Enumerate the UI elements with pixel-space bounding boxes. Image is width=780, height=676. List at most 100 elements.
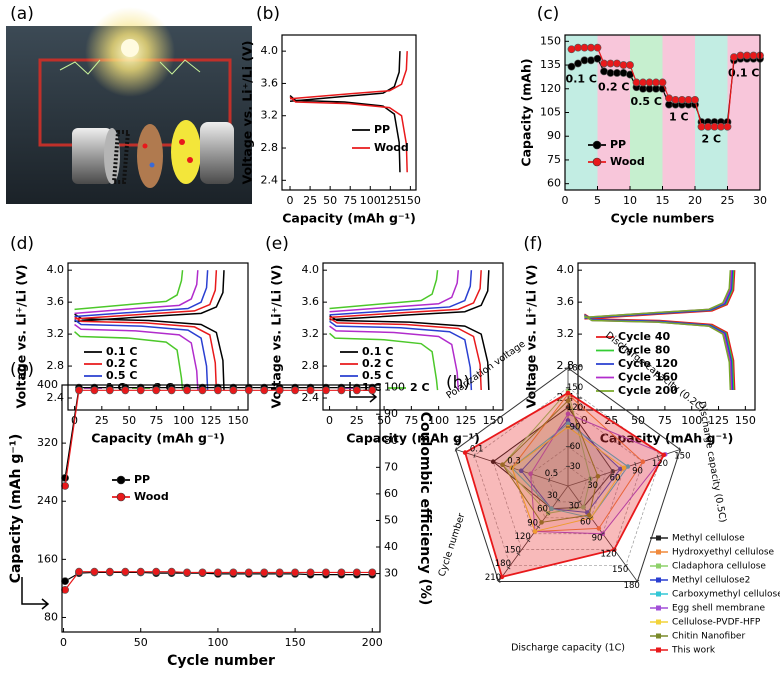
rate-label: 0.1 C (728, 66, 759, 79)
data-point (322, 386, 330, 395)
data-point (90, 386, 99, 395)
radar-axis-label: Discharge capacity (1C) (511, 643, 625, 654)
x-tick-label: 50 (122, 414, 136, 427)
radar-tick-label: 30 (568, 502, 579, 512)
panel-label: (b) (256, 4, 280, 24)
x-tick-label: 0 (60, 636, 67, 649)
wood-separator (137, 124, 163, 188)
data-point (105, 567, 114, 576)
y-tick-label: 2.4 (302, 391, 320, 404)
y-tick-label: 3.2 (302, 327, 320, 340)
legend-label: Egg shell membrane (672, 604, 765, 614)
legend-marker (656, 549, 661, 555)
radar-point (490, 459, 496, 464)
data-point (645, 78, 654, 87)
y2-tick-label: 80 (384, 434, 398, 447)
data-point (665, 94, 673, 103)
charge-curve (289, 51, 401, 102)
data-point (260, 568, 269, 577)
legend-label: Cladaphora cellulose (672, 562, 766, 572)
x-tick-label: 200 (362, 636, 383, 649)
data-point (260, 386, 269, 395)
y2-tick-label: 90 (384, 407, 398, 420)
data-point (632, 78, 641, 87)
data-point (152, 386, 161, 395)
x-tick-label: 75 (149, 414, 163, 427)
y-tick-label: 240 (37, 494, 58, 507)
data-point (593, 43, 602, 52)
data-point (600, 67, 608, 76)
data-point (75, 567, 83, 576)
x-tick-label: 20 (688, 194, 702, 207)
data-point (671, 95, 680, 104)
x-tick-label: 25 (95, 414, 109, 427)
y2-tick-label: 70 (384, 460, 398, 473)
legend-marker (656, 591, 661, 597)
radar-point (462, 450, 468, 455)
radar-tick-label: 0.1 (470, 444, 484, 454)
data-point (691, 95, 699, 104)
legend-marker (656, 535, 661, 541)
data-point (275, 386, 284, 395)
y-tick-label: 3.6 (47, 295, 65, 308)
steel-case (72, 128, 112, 184)
y-tick-label: 2.4 (47, 391, 65, 404)
radar-tick (526, 538, 531, 543)
charge-curve (584, 270, 732, 319)
radar-series (464, 391, 665, 578)
radar-point (532, 529, 538, 534)
data-point (167, 567, 176, 576)
x-tick-label: 50 (134, 636, 148, 649)
y-tick-label: 135 (540, 58, 561, 71)
radar-tick (577, 500, 582, 504)
radar-tick (656, 454, 659, 459)
discharge-curve (329, 317, 482, 391)
data-point (337, 568, 346, 577)
data-point (306, 568, 315, 577)
panel-label: (e) (265, 234, 289, 254)
ion (149, 162, 155, 168)
radar-tick (473, 453, 476, 458)
radar-point (518, 468, 524, 474)
x-axis-label: Capacity (mAh g⁻¹) (91, 431, 225, 446)
radar-tick-label: 0.5 (545, 469, 559, 479)
radar-grid-ring (530, 446, 606, 519)
y-tick-label: 400 (37, 378, 58, 391)
x-tick-label: 75 (658, 414, 672, 427)
y-tick-label: 3.2 (261, 109, 279, 122)
x-tick-label: 150 (285, 636, 306, 649)
data-point (275, 568, 284, 577)
radar-point (565, 398, 571, 404)
y-tick-label: 4.0 (302, 263, 320, 276)
charge-curve (329, 270, 460, 313)
y-tick-label: 3.2 (557, 327, 575, 340)
charge-curve (74, 270, 184, 311)
y-tick-label: 150 (540, 34, 561, 47)
y2-tick-label: 40 (384, 540, 398, 553)
data-point (136, 567, 145, 576)
x-tick-label: 25 (350, 414, 364, 427)
radar-point (625, 464, 631, 469)
panel-label: (f) (523, 234, 542, 254)
y2-tick-label: 60 (384, 487, 398, 500)
radar-point (586, 512, 592, 518)
y2-tick-label: 50 (384, 513, 398, 526)
y-tick-label: 3.2 (47, 327, 65, 340)
data-point (214, 386, 222, 395)
x-tick-label: 75 (343, 194, 357, 207)
legend-label: 0.2 C (362, 357, 393, 370)
x-tick-label: 150 (228, 414, 249, 427)
plot-frame (564, 34, 761, 191)
data-point (244, 568, 253, 577)
legend-label: 0.2 C (106, 357, 137, 370)
discharge-curve (584, 315, 732, 391)
x-tick-label: 50 (323, 194, 337, 207)
legend-marker (592, 140, 602, 150)
radar-tick (623, 563, 628, 568)
data-point (574, 59, 582, 68)
y-tick-label: 80 (44, 610, 58, 623)
radar-point (500, 462, 505, 468)
data-point (121, 567, 130, 576)
x-tick-label: 30 (753, 194, 767, 207)
